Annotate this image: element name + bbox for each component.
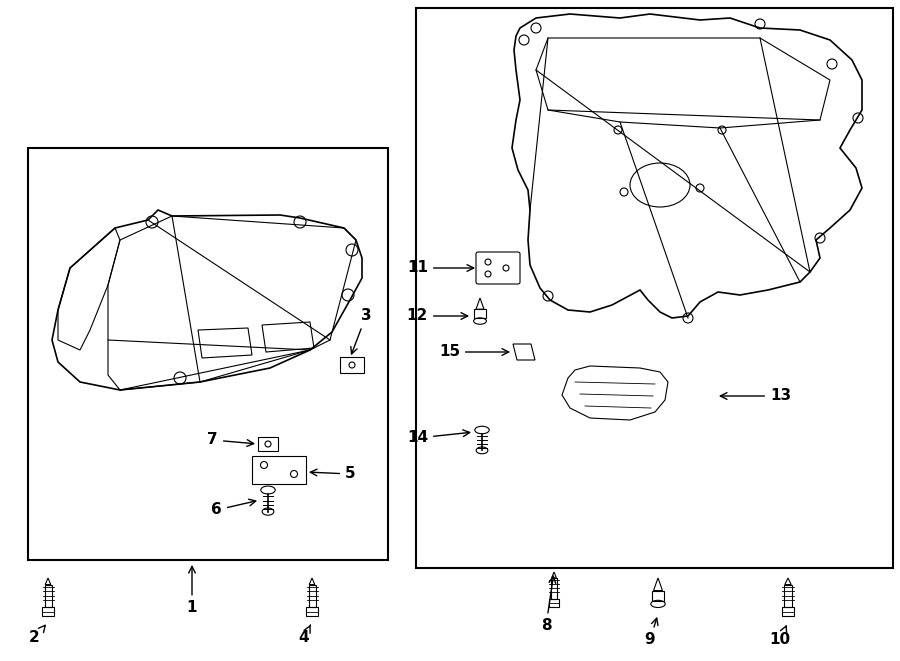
Text: 12: 12 bbox=[407, 309, 468, 323]
Bar bbox=[252, 456, 306, 484]
Text: 11: 11 bbox=[407, 260, 473, 276]
Text: 1: 1 bbox=[187, 566, 197, 615]
Text: 13: 13 bbox=[720, 389, 791, 403]
Bar bbox=[784, 584, 792, 607]
Text: 7: 7 bbox=[207, 432, 254, 447]
Text: 10: 10 bbox=[770, 626, 790, 648]
Text: 15: 15 bbox=[439, 344, 508, 360]
Bar bbox=[309, 584, 316, 607]
Bar bbox=[551, 578, 557, 599]
Bar bbox=[416, 8, 893, 568]
Text: 4: 4 bbox=[299, 625, 310, 646]
Text: 14: 14 bbox=[407, 430, 470, 446]
Bar bbox=[781, 607, 795, 616]
Text: 3: 3 bbox=[351, 309, 372, 354]
Bar bbox=[258, 437, 278, 451]
Bar bbox=[340, 357, 364, 373]
Text: 8: 8 bbox=[541, 576, 555, 633]
Bar bbox=[474, 309, 486, 318]
Bar bbox=[652, 590, 664, 601]
Bar bbox=[44, 584, 51, 607]
Text: 2: 2 bbox=[29, 625, 45, 646]
Text: 9: 9 bbox=[644, 618, 658, 648]
Bar bbox=[42, 607, 54, 616]
Bar bbox=[549, 599, 559, 607]
Text: 6: 6 bbox=[212, 499, 256, 518]
Bar bbox=[306, 607, 318, 616]
Text: 5: 5 bbox=[310, 467, 356, 481]
Bar bbox=[28, 148, 388, 560]
